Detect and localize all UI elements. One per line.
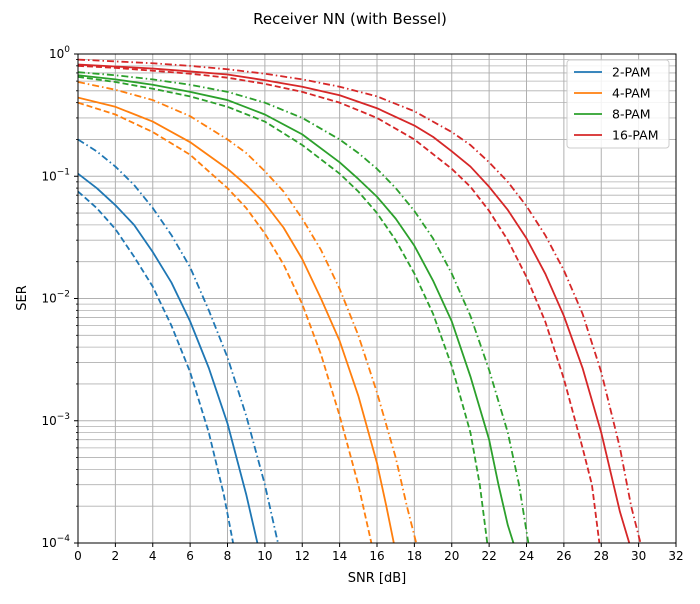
x-tick-label: 24 xyxy=(519,549,534,563)
x-tick-label: 4 xyxy=(149,549,157,563)
y-tick-label: 10−3 xyxy=(41,412,70,428)
y-tick-label-exponent: −4 xyxy=(57,534,71,544)
x-tick-label: 8 xyxy=(224,549,232,563)
y-tick-label-base: 10 xyxy=(41,536,56,550)
legend-label: 8-PAM xyxy=(612,107,651,122)
series-line-8-pam-dashdot xyxy=(78,71,530,543)
series-line-16-pam-solid xyxy=(78,63,631,543)
y-tick-label: 10−1 xyxy=(41,167,70,183)
x-tick-label: 2 xyxy=(112,549,120,563)
x-tick-label: 0 xyxy=(74,549,82,563)
y-tick-label: 10−4 xyxy=(41,534,70,550)
x-tick-label: 16 xyxy=(369,549,384,563)
x-tick-label: 26 xyxy=(556,549,571,563)
series-line-2-pam-dashed xyxy=(78,190,234,543)
legend: 2-PAM 4-PAM 8-PAM 16-PAM xyxy=(566,59,670,149)
x-tick-label: 20 xyxy=(444,549,459,563)
y-tick-label: 10−2 xyxy=(41,290,70,306)
y-tick-label-exponent: 0 xyxy=(64,45,70,55)
series-lines xyxy=(78,58,642,543)
x-axis-label: SNR [dB] xyxy=(348,571,406,586)
y-tick-label-base: 10 xyxy=(41,414,56,428)
legend-label: 16-PAM xyxy=(612,128,659,143)
chart-title: Receiver NN (with Bessel) xyxy=(253,10,447,28)
series-line-4-pam-solid xyxy=(78,96,395,543)
series-line-8-pam-solid xyxy=(78,74,515,543)
x-tick-label: 6 xyxy=(186,549,194,563)
y-tick-label-exponent: −1 xyxy=(57,167,70,177)
y-tick-label-base: 10 xyxy=(41,292,56,306)
x-tick-label: 14 xyxy=(332,549,347,563)
y-tick-label-exponent: −2 xyxy=(57,290,70,300)
x-tick-label: 32 xyxy=(668,549,683,563)
y-tick-label: 100 xyxy=(49,45,70,61)
x-tick-label: 12 xyxy=(295,549,310,563)
y-tick-label-base: 10 xyxy=(49,47,64,61)
x-tick-label: 22 xyxy=(481,549,496,563)
series-line-4-pam-dashdot xyxy=(78,81,418,543)
x-tick-label: 10 xyxy=(257,549,272,563)
y-tick-label-exponent: −3 xyxy=(57,412,70,422)
y-tick-label-base: 10 xyxy=(41,169,56,183)
series-line-16-pam-dashed xyxy=(78,64,601,543)
x-tick-label: 18 xyxy=(407,549,422,563)
x-tick-label: 28 xyxy=(594,549,609,563)
y-axis-label: SER xyxy=(15,285,30,311)
series-line-8-pam-dashed xyxy=(78,75,489,543)
legend-label: 2-PAM xyxy=(612,65,651,80)
plot-area xyxy=(78,58,642,543)
x-axis-ticks: 0 2 4 6 8 10 12 14 16 18 20 22 24 26 28 30 32 xyxy=(74,543,684,563)
x-tick-label: 30 xyxy=(631,549,646,563)
legend-box xyxy=(566,59,670,149)
legend-label: 4-PAM xyxy=(612,86,651,101)
series-line-16-pam-dashdot xyxy=(78,58,642,543)
series-line-2-pam-solid xyxy=(78,172,259,543)
